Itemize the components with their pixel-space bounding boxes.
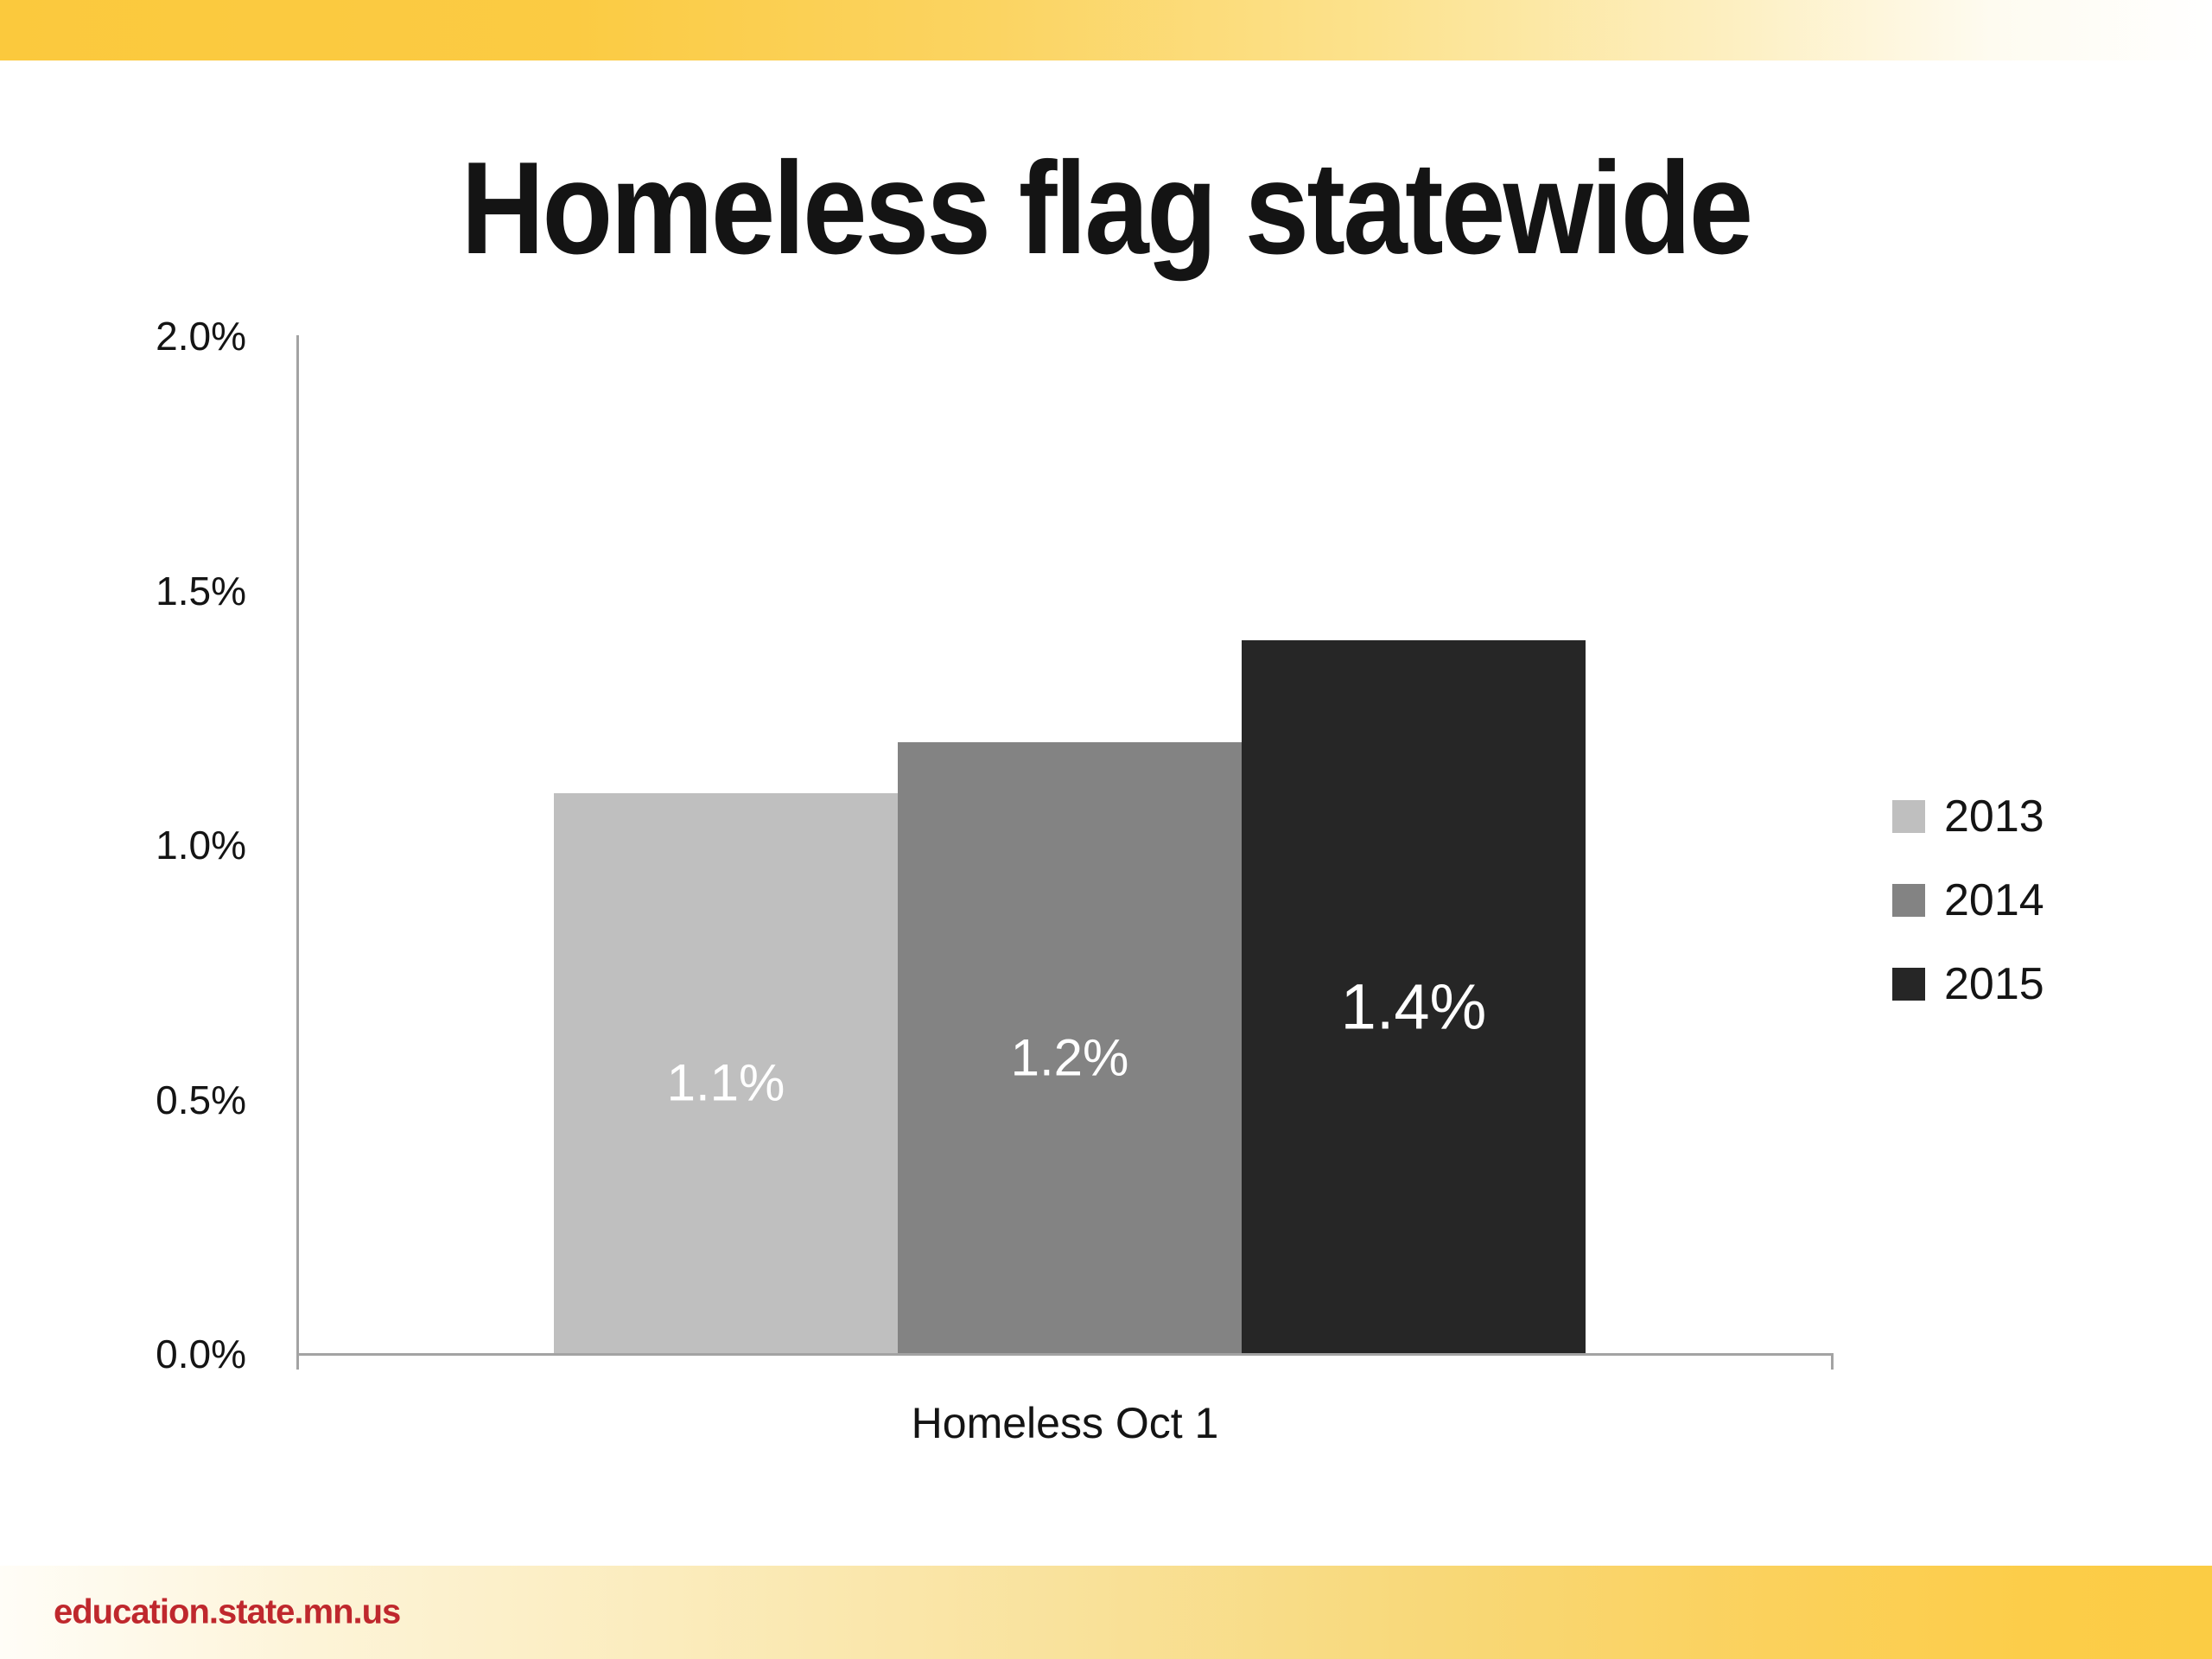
y-axis-tick-label: 1.5%	[156, 568, 246, 613]
x-axis-tick-left	[296, 1356, 299, 1370]
legend-item-2014: 2014	[1892, 875, 2044, 925]
legend-item-2015: 2015	[1892, 959, 2044, 1009]
bar-value-label-2015: 1.4%	[1340, 970, 1487, 1043]
bar-2014: 1.2%	[898, 742, 1242, 1353]
legend-label: 2014	[1944, 875, 2044, 925]
bar-2013: 1.1%	[554, 793, 898, 1353]
legend-label: 2013	[1944, 791, 2044, 842]
legend-item-2013: 2013	[1892, 791, 2044, 842]
y-axis-tick-label: 0.0%	[156, 1332, 246, 1376]
bar-value-label-2013: 1.1%	[666, 1053, 785, 1112]
y-axis-tick-label: 2.0%	[156, 314, 246, 359]
legend-label: 2015	[1944, 959, 2044, 1009]
x-axis-label: Homeless Oct 1	[911, 1399, 1219, 1447]
bar-value-label-2014: 1.2%	[1010, 1028, 1129, 1087]
legend-swatch-icon	[1892, 800, 1925, 833]
y-axis-line	[296, 335, 299, 1356]
x-axis-line	[296, 1353, 1834, 1356]
y-axis-tick-label: 1.0%	[156, 823, 246, 868]
legend-swatch-icon	[1892, 968, 1925, 1001]
x-axis-tick-right	[1831, 1356, 1834, 1370]
bottom-gradient-bar: education.state.mn.us	[0, 1566, 2212, 1659]
y-axis-tick-label: 0.5%	[156, 1077, 246, 1122]
footer-url-link[interactable]: education.state.mn.us	[54, 1592, 401, 1631]
legend: 2013 2014 2015	[1892, 791, 2044, 1045]
bar-2015: 1.4%	[1242, 640, 1586, 1353]
legend-swatch-icon	[1892, 884, 1925, 917]
chart-title: Homeless flag statewide	[461, 135, 1754, 282]
top-gradient-bar	[0, 0, 2212, 60]
